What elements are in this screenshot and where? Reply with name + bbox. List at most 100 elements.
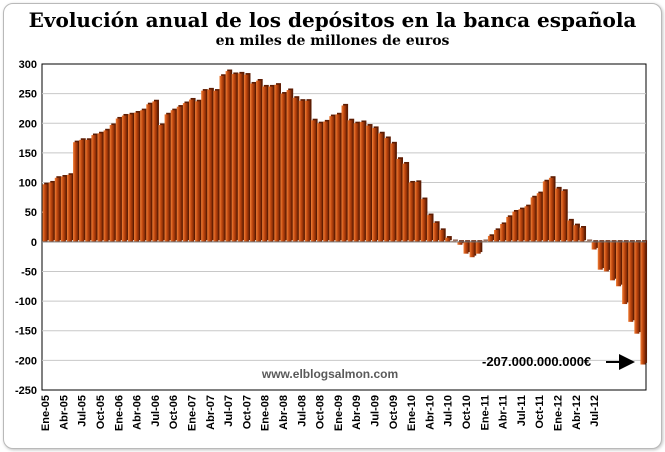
bar-face [372, 128, 378, 242]
bar-face [274, 84, 280, 242]
bar [500, 222, 507, 242]
bar [365, 124, 373, 242]
bar-face [616, 241, 622, 287]
bar [402, 161, 410, 242]
bar [170, 108, 178, 242]
bar [182, 101, 190, 242]
bar [390, 141, 397, 242]
bar-face [164, 114, 170, 242]
bar-face [603, 241, 609, 272]
bar [487, 234, 495, 242]
bar [262, 84, 269, 242]
bar-face [237, 73, 243, 242]
bar-face [256, 80, 262, 242]
bar-face [408, 182, 414, 242]
x-tick-label: Oct-11 [534, 395, 546, 429]
bar-face [469, 241, 475, 258]
x-axis: Ene-05 Abr-05 Jul-05 Oct-05 Ene-06 Abr-06 Jul-… [40, 395, 601, 431]
x-tick-label: Ene-11 [479, 395, 491, 430]
chart-subtitle: en miles de millones de euros [215, 33, 450, 49]
bar-face [609, 241, 615, 281]
bar [335, 112, 343, 242]
bar-depth [452, 239, 458, 241]
bar [542, 179, 550, 242]
bar [530, 195, 538, 242]
bar-face [463, 241, 469, 254]
x-tick-label: Oct-08 [315, 395, 327, 429]
bar [152, 99, 159, 242]
bar-face [97, 133, 103, 242]
bar-face [420, 199, 426, 242]
bar-face [524, 206, 530, 242]
bar-face [140, 110, 146, 242]
x-tick-label: Jul-07 [223, 395, 235, 427]
bar-face [634, 241, 640, 334]
bar-face [500, 224, 506, 242]
x-tick-label: Jul-11 [516, 395, 528, 426]
bar-face [213, 90, 219, 242]
x-tick-label: Ene-09 [333, 395, 345, 431]
bar-face [152, 101, 158, 242]
bar-face [573, 225, 579, 242]
bar [616, 240, 623, 287]
bar [195, 99, 202, 242]
bar [298, 99, 306, 242]
bar-face [542, 181, 548, 242]
bar-face [298, 100, 304, 242]
bar [372, 126, 379, 242]
x-tick-label: Ene-10 [406, 395, 418, 431]
bar [97, 131, 105, 242]
bar-face [121, 115, 127, 242]
bar [48, 180, 56, 242]
x-tick-label: Ene-12 [553, 395, 565, 431]
bar-face [390, 143, 396, 242]
bar-face [91, 135, 97, 242]
bar [384, 136, 391, 242]
bar [518, 207, 526, 242]
bar [140, 108, 147, 242]
bar-face [622, 241, 628, 305]
y-tick-label: 0 [31, 237, 37, 249]
bar [164, 112, 172, 242]
x-tick-label: Abr-09 [351, 395, 363, 430]
bar [359, 120, 367, 242]
bar-face [292, 97, 298, 242]
bar-face [329, 116, 335, 242]
bar-face [536, 193, 542, 242]
bar [91, 133, 98, 242]
bar-face [597, 241, 603, 270]
bar-face [103, 130, 109, 242]
bar [622, 240, 629, 305]
bar [66, 173, 74, 242]
x-tick-label: Oct-10 [461, 395, 473, 429]
bar [341, 103, 349, 242]
bar [115, 116, 123, 242]
bar-face [219, 75, 225, 242]
x-tick-label: Oct-07 [241, 395, 253, 429]
y-tick-label: 300 [19, 59, 37, 71]
bar-face [561, 190, 567, 242]
bar [237, 71, 245, 242]
bar-face [323, 121, 329, 242]
bar-face [48, 182, 54, 242]
bar-face [54, 177, 60, 242]
bar [420, 197, 428, 242]
bar [304, 99, 312, 242]
x-tick-label: Ene-07 [186, 395, 198, 431]
bar [280, 92, 288, 242]
bar-face [127, 114, 133, 242]
bar-face [60, 176, 66, 242]
bar-face [42, 184, 48, 242]
bar-face [109, 125, 115, 242]
bar-face [402, 163, 408, 242]
bar [213, 89, 220, 242]
x-tick-label: Jul-06 [150, 395, 162, 427]
bar-face [359, 122, 365, 242]
bar [292, 96, 300, 242]
y-tick-label: -250 [15, 385, 37, 397]
bar [597, 240, 605, 270]
bar [506, 215, 513, 242]
bar-face [475, 241, 481, 254]
x-tick-label: Jul-10 [443, 395, 455, 427]
bar-face [378, 133, 384, 242]
